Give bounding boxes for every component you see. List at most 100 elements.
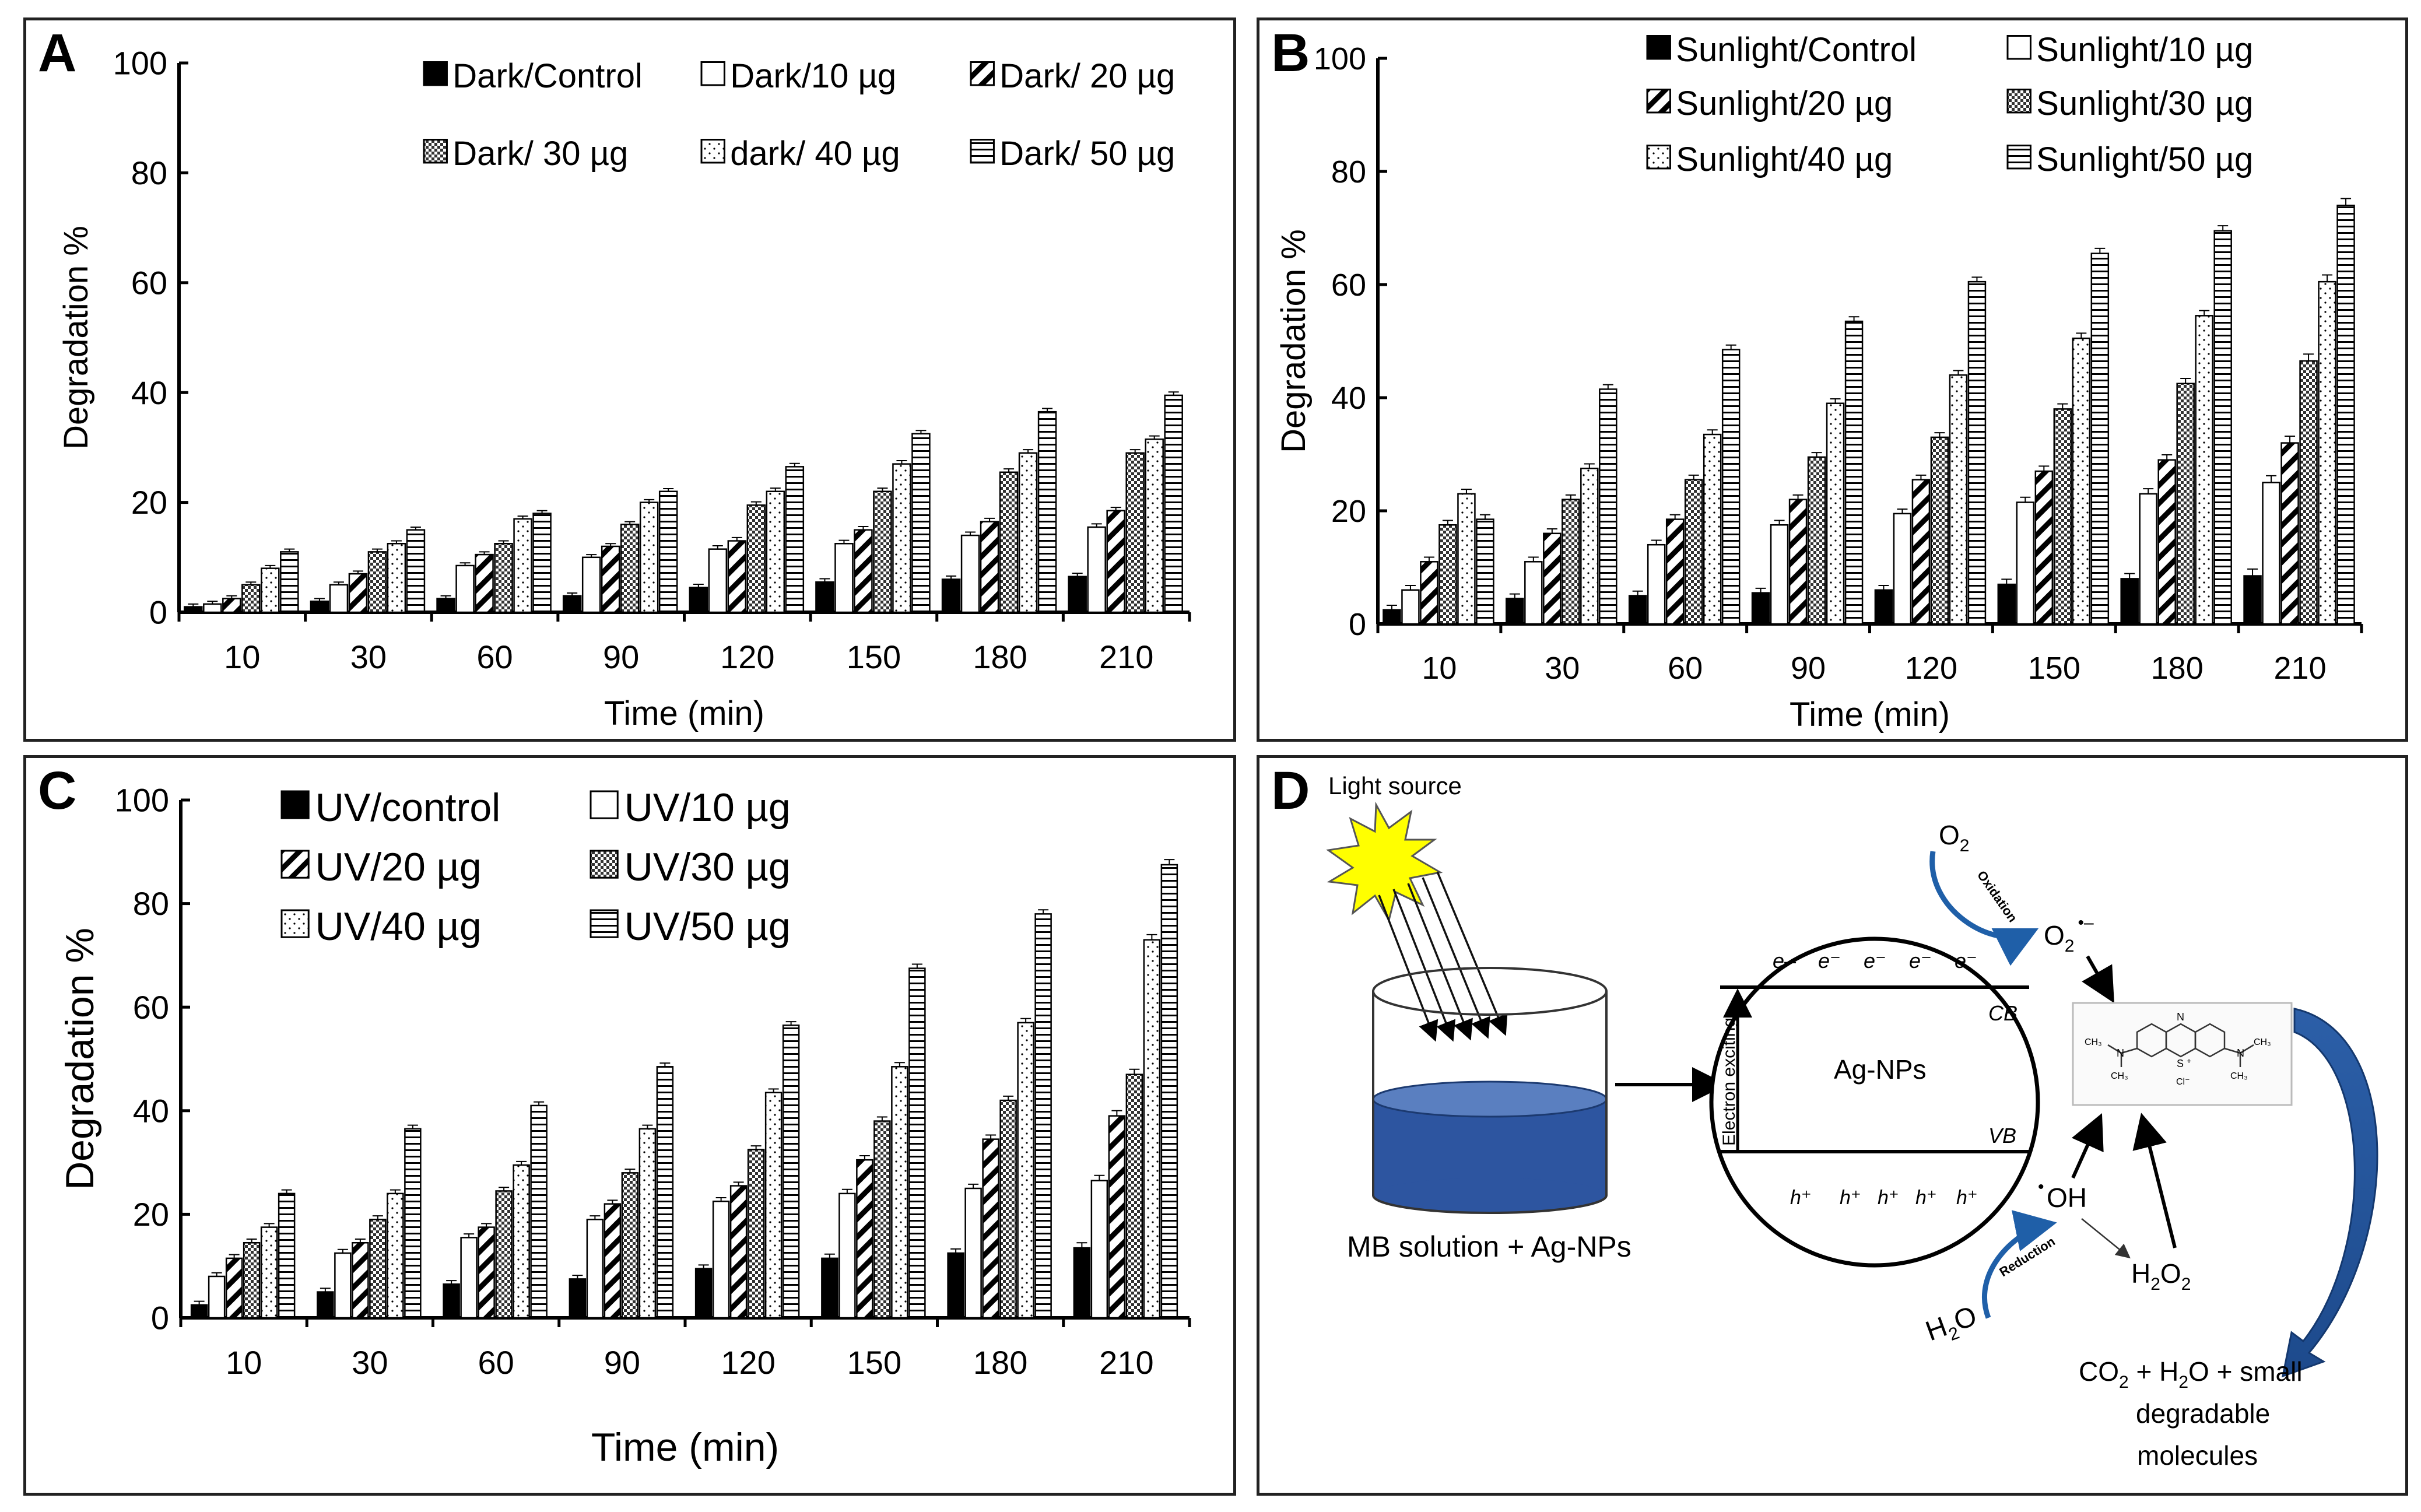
chart-b: 0 20 40 60 80 100 10 30 60 90 120 150 180 210 Time (mi… — [1275, 31, 2363, 734]
mb-n-left: N — [2117, 1047, 2124, 1059]
bar-sunlight-20-g-90 — [1788, 499, 1808, 625]
bar-uv-control-60 — [443, 1283, 460, 1319]
legend-entry: Dark/ 30 µg — [452, 135, 628, 173]
y-axis-label: Degradation % — [1275, 229, 1313, 453]
bar-uv-30-g-180 — [999, 1099, 1017, 1319]
legend-swatch — [280, 850, 310, 879]
bar-sunlight-control-210 — [2243, 575, 2262, 625]
hole-3: h⁺ — [1878, 1187, 1899, 1209]
oh-radical-dot: • — [2038, 1177, 2044, 1197]
electron-1: e– — [1773, 949, 1797, 973]
mb-n-right: N — [2237, 1047, 2244, 1059]
oh-to-mb-arrow — [2071, 1113, 2104, 1179]
methylene-blue-structure: N S + Cl⁻ N N CH₃ CH₃ CH₃ CH₃ — [2072, 1002, 2293, 1106]
y-tick-label: 40 — [131, 374, 167, 411]
bar-sunlight-50-g-90 — [1844, 320, 1864, 625]
y-tick-label: 100 — [1314, 41, 1366, 76]
bar-uv-20-g-90 — [604, 1203, 622, 1319]
legend-swatch — [700, 61, 725, 86]
bar-dark-50-g-210 — [1164, 394, 1183, 613]
legend-swatch — [970, 61, 995, 86]
bar-uv-40-g-180 — [1017, 1022, 1034, 1319]
superoxide-to-mb-arrow — [2082, 955, 2114, 1004]
sun-icon — [1326, 801, 1443, 922]
bar-dark-40-g-210 — [1145, 438, 1164, 613]
legend-entry: UV/control — [315, 785, 500, 830]
products-line-2: degradable — [2136, 1398, 2270, 1429]
bar-sunlight-30-g-10 — [1438, 524, 1457, 625]
oh-radical-label: OH — [2047, 1183, 2087, 1213]
x-tick-label: 120 — [721, 1344, 775, 1381]
y-tick-label: 0 — [1349, 607, 1366, 642]
bar-dark-10-g-150 — [834, 543, 854, 613]
panel-b: B 0 20 40 60 80 100 10 30 60 90 120 150 180 210 Time (… — [1257, 17, 2408, 742]
x-tick-label: 30 — [350, 639, 387, 675]
bar-sunlight-40-g-60 — [1703, 433, 1722, 625]
bar-uv-50-g-30 — [404, 1128, 422, 1319]
x-tick-label: 210 — [1099, 639, 1153, 675]
chart-a: 0 20 40 60 80 100 10 30 60 90 120 150 180 210 Time (mi… — [57, 45, 1191, 732]
bar-dark-10-g-60 — [455, 564, 475, 613]
superoxide-label: O2•– — [2044, 913, 2094, 956]
x-tick-label: 60 — [476, 639, 513, 675]
bar-sunlight-control-150 — [1997, 583, 2016, 625]
bar-dark-30-g-30 — [367, 551, 387, 613]
bar-sunlight-20-g-210 — [2280, 442, 2299, 625]
electron-exciting-label: Electron exciting — [1720, 1018, 1739, 1146]
hole-5: h⁺ — [1956, 1187, 1978, 1209]
bar-sunlight-10-g-210 — [2262, 482, 2280, 625]
bar-sunlight-10-g-120 — [1893, 513, 1912, 625]
x-tick-label: 90 — [603, 639, 639, 675]
bar-dark-20-g-120 — [727, 540, 747, 613]
chart-c: 0 20 40 60 80 100 10 30 60 90 120 150 180 210 Time (mi… — [58, 782, 1191, 1469]
bar-sunlight-40-g-10 — [1457, 493, 1476, 625]
bar-dark-40-g-10 — [261, 567, 280, 613]
bar-dark-30-g-10 — [241, 584, 261, 613]
bar-uv-10-g-210 — [1090, 1180, 1108, 1319]
bar-dark-control-120 — [689, 587, 708, 613]
bar-sunlight-40-g-210 — [2318, 280, 2336, 625]
legend-swatch — [280, 790, 310, 819]
bar-sunlight-20-g-10 — [1420, 561, 1438, 625]
y-tick-label: 0 — [149, 594, 167, 631]
bar-sunlight-10-g-150 — [2016, 501, 2035, 625]
legend-swatch — [280, 909, 310, 938]
legend-entry: UV/10 µg — [624, 785, 791, 830]
x-tick-label: 150 — [847, 1344, 901, 1381]
legend-entry: Sunlight/50 µg — [2036, 141, 2253, 178]
bar-sunlight-10-g-10 — [1401, 589, 1420, 625]
x-axis-label: Time (min) — [591, 1425, 779, 1469]
bar-uv-10-g-180 — [964, 1187, 982, 1319]
bar-sunlight-40-g-150 — [2072, 337, 2091, 625]
light-source-label: Light source — [1328, 772, 1462, 799]
bar-dark-30-g-90 — [620, 524, 640, 613]
bar-sunlight-50-g-120 — [1967, 280, 1987, 625]
agnp-label: Ag-NPs — [1834, 1054, 1926, 1085]
bar-uv-40-g-60 — [513, 1164, 530, 1319]
bar-sunlight-30-g-180 — [2176, 383, 2195, 625]
bar-dark-20-g-150 — [854, 529, 873, 613]
legend-entry: UV/40 µg — [315, 904, 482, 949]
bar-uv-10-g-10 — [208, 1275, 226, 1319]
bar-uv-50-g-180 — [1034, 913, 1052, 1319]
oxidation-arrow — [1929, 851, 2039, 966]
y-tick-label: 80 — [133, 885, 169, 922]
bar-dark-50-g-180 — [1037, 411, 1057, 613]
bar-uv-30-g-90 — [621, 1172, 639, 1319]
bar-uv-40-g-30 — [387, 1192, 404, 1319]
bar-dark-20-g-10 — [222, 598, 241, 613]
x-tick-label: 30 — [1545, 651, 1580, 686]
bar-uv-50-g-210 — [1160, 864, 1178, 1319]
bar-sunlight-30-g-210 — [2299, 360, 2318, 625]
bar-uv-20-g-120 — [729, 1185, 748, 1319]
bar-dark-control-60 — [436, 598, 455, 613]
h2o-label: H2O — [1922, 1300, 1983, 1352]
y-tick-label: 100 — [115, 782, 169, 819]
legend-swatch — [2006, 145, 2031, 170]
bar-sunlight-20-g-60 — [1665, 518, 1685, 625]
bar-dark-50-g-10 — [280, 551, 299, 613]
bar-dark-10-g-90 — [581, 556, 601, 613]
beaker-icon — [1372, 967, 1608, 1214]
bar-uv-20-g-150 — [856, 1159, 873, 1319]
bar-sunlight-control-120 — [1874, 589, 1893, 625]
